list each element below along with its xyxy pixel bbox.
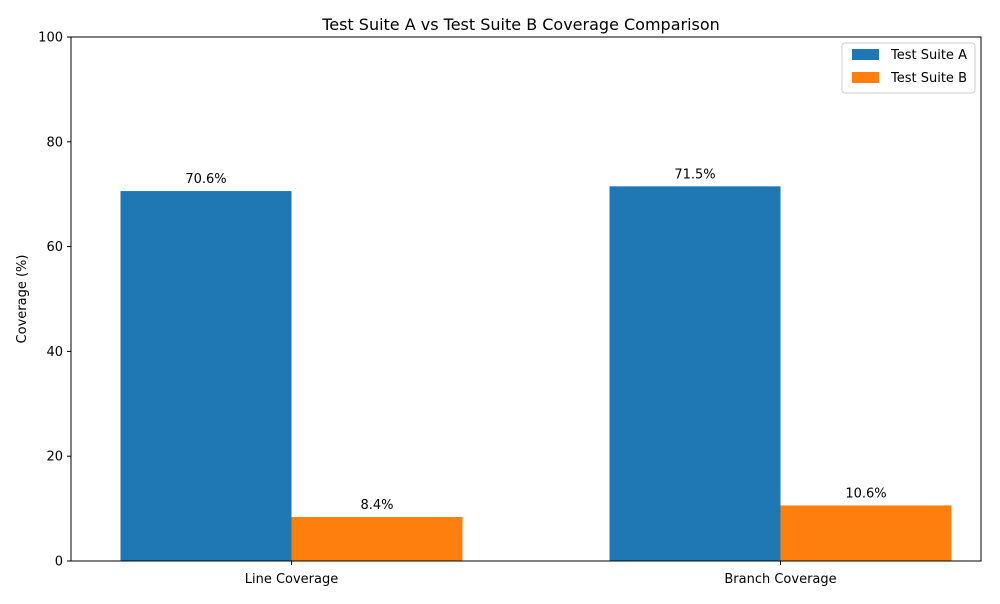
bar-test-suite-b <box>291 516 463 561</box>
bar-test-suite-a <box>120 191 292 561</box>
bar-value-label: 70.6% <box>185 172 226 187</box>
legend: Test Suite A Test Suite B <box>841 42 976 94</box>
y-tick-label: 100 <box>38 31 63 46</box>
y-axis-label: Coverage (%) <box>15 255 30 344</box>
chart-title: Test Suite A vs Test Suite B Coverage Co… <box>321 15 720 34</box>
y-tick-label: 0 <box>55 555 63 570</box>
legend-label-test-suite-b: Test Suite B <box>890 71 967 86</box>
bars <box>120 186 952 561</box>
legend-swatch-test-suite-b <box>852 72 879 83</box>
x-tick-label: Line Coverage <box>245 572 339 587</box>
y-tick-label: 80 <box>46 135 63 150</box>
bar-test-suite-a <box>609 186 781 561</box>
bar-value-label: 8.4% <box>360 498 393 513</box>
legend-swatch-test-suite-a <box>852 49 879 60</box>
y-tick-label: 20 <box>46 450 63 465</box>
plot-frame <box>70 36 982 562</box>
bar-value-labels: 70.6% 8.4% 71.5% 10.6% <box>185 167 886 513</box>
legend-label-test-suite-a: Test Suite A <box>890 48 967 63</box>
y-tick-label: 60 <box>46 240 63 255</box>
axis-ticks: 0 20 40 60 80 100 Line Coverage Branch Coverage <box>38 31 836 588</box>
bar-value-label: 71.5% <box>674 167 715 182</box>
bar-test-suite-b <box>780 505 952 561</box>
bar-value-label: 10.6% <box>845 486 886 501</box>
y-tick-label: 40 <box>46 345 63 360</box>
x-tick-label: Branch Coverage <box>724 572 836 587</box>
